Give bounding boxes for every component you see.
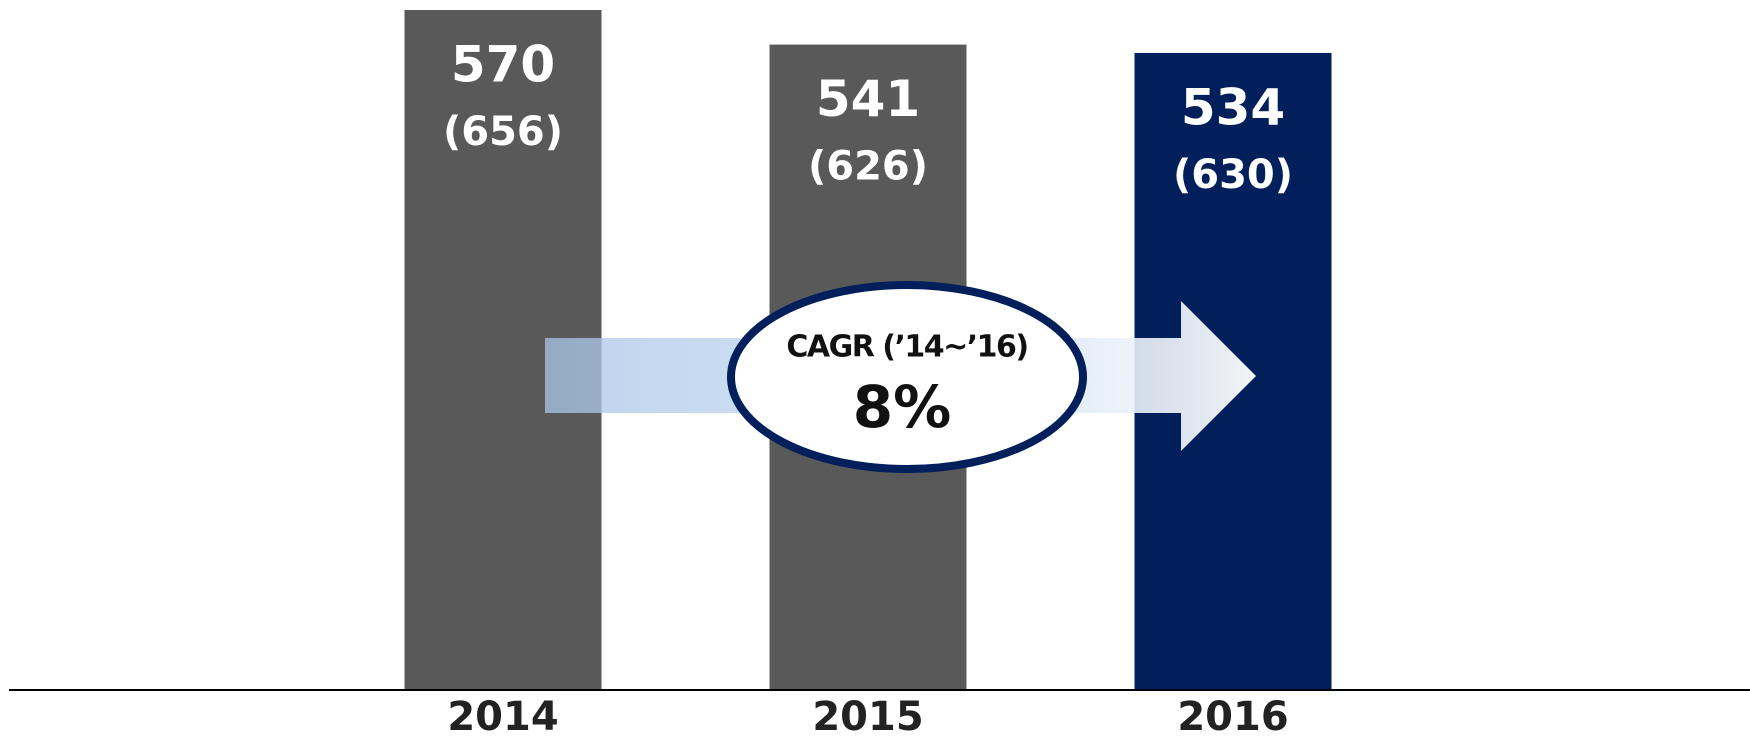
- value-label: 534: [1181, 78, 1285, 136]
- x-tick-label: 2016: [1177, 694, 1288, 738]
- value-label: 570: [451, 36, 555, 94]
- secondary-value-label: (630): [1173, 152, 1293, 198]
- cagr-label: CAGR (’14~’16): [786, 330, 1027, 365]
- x-tick-label: 2015: [812, 694, 923, 738]
- x-tick-label: 2014: [447, 694, 558, 738]
- cagr-value: 8%: [853, 373, 951, 441]
- secondary-value-label: (656): [443, 109, 563, 155]
- secondary-value-label: (626): [808, 144, 928, 190]
- value-label: 541: [816, 70, 920, 128]
- bars: 570 (656) 541 (626) 534 (630): [404, 10, 1332, 690]
- cagr-bubble: [727, 281, 1087, 473]
